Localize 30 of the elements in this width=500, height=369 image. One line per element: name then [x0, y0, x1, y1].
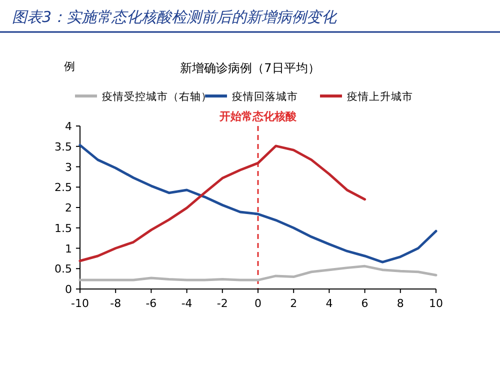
y-tick-label: 4: [65, 120, 72, 133]
ref-line-label: 开始常态化核酸: [218, 110, 298, 123]
x-tick-label: -6: [146, 297, 157, 310]
chart-subtitle: 新增确诊病例（7日平均）: [180, 61, 320, 75]
x-tick-label: 8: [396, 297, 404, 310]
x-tick-label: 10: [429, 297, 443, 310]
y-tick-label: 1: [65, 242, 72, 256]
y-tick-label: 0.5: [54, 262, 72, 276]
x-tick-label: -8: [110, 297, 122, 310]
x-tick-label: -2: [216, 297, 228, 310]
legend-label: 疫情上升城市: [347, 90, 413, 103]
x-tick-label: -10: [71, 297, 89, 310]
y-axis-title: 例: [64, 60, 75, 73]
x-tick-label: -4: [181, 297, 192, 310]
line-series: [78, 264, 438, 282]
line-series: [78, 144, 438, 264]
x-tick-label: 4: [326, 297, 333, 310]
y-tick-label: 3.5: [54, 140, 72, 154]
x-tick-label: 0: [254, 297, 262, 310]
y-tick-label: 2.5: [54, 181, 72, 194]
y-tick-label: 3: [65, 160, 72, 174]
legend-label: 疫情回落城市: [232, 90, 298, 103]
y-tick-label: 0: [65, 283, 72, 296]
x-tick-label: 6: [361, 297, 368, 310]
line-series: [78, 144, 366, 262]
chart-title: 图表3：实施常态化核酸检测前后的新增病例变化: [12, 8, 338, 26]
legend-label: 疫情受控城市（右轴）: [102, 90, 212, 103]
y-tick-label: 2: [65, 202, 72, 214]
x-tick-label: 2: [290, 297, 298, 310]
y-tick-label: 1.5: [54, 222, 72, 235]
